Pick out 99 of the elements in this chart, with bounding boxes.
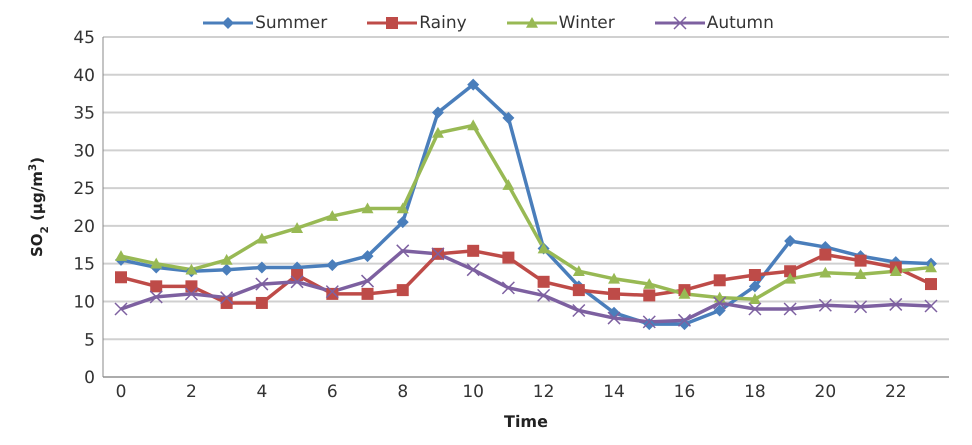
point bbox=[784, 265, 796, 278]
point bbox=[467, 78, 480, 91]
point bbox=[360, 274, 374, 288]
point bbox=[150, 258, 162, 268]
point bbox=[502, 112, 514, 124]
y-tick-label: 30 bbox=[73, 141, 95, 162]
x-tick-label: 14 bbox=[603, 382, 625, 402]
y-tick-label: 40 bbox=[73, 66, 95, 86]
point bbox=[572, 304, 586, 318]
x-tick-label: 10 bbox=[462, 382, 484, 402]
point bbox=[362, 288, 374, 300]
point bbox=[854, 254, 867, 267]
point bbox=[396, 202, 409, 214]
x-tick-label: 18 bbox=[744, 382, 766, 402]
point bbox=[220, 254, 233, 265]
x-axis-title: Time bbox=[504, 412, 548, 431]
point bbox=[748, 269, 761, 281]
point bbox=[362, 250, 374, 262]
point bbox=[748, 302, 762, 316]
point bbox=[642, 315, 656, 329]
point bbox=[502, 252, 514, 264]
point bbox=[220, 264, 233, 276]
point bbox=[220, 290, 234, 304]
legend-label: Winter bbox=[558, 13, 615, 33]
point bbox=[290, 275, 304, 289]
point bbox=[784, 272, 796, 284]
point bbox=[678, 288, 690, 299]
point bbox=[784, 235, 796, 247]
point bbox=[466, 262, 480, 276]
x-tick-label: 22 bbox=[884, 382, 907, 402]
point bbox=[467, 244, 480, 257]
point bbox=[502, 281, 516, 295]
point bbox=[150, 280, 162, 292]
point bbox=[432, 106, 444, 119]
point bbox=[712, 296, 726, 310]
legend-label: Autumn bbox=[706, 13, 774, 33]
point bbox=[714, 304, 726, 317]
point bbox=[925, 261, 937, 272]
point bbox=[396, 284, 409, 296]
point bbox=[608, 288, 620, 300]
x-tick-label: 12 bbox=[532, 382, 554, 402]
point bbox=[255, 277, 269, 291]
x-tick-label: 2 bbox=[186, 382, 197, 402]
y-tick-label: 45 bbox=[73, 28, 95, 48]
point bbox=[818, 298, 832, 312]
legend-label: Summer bbox=[255, 13, 328, 33]
point bbox=[748, 293, 761, 304]
point bbox=[184, 287, 198, 301]
x-tick-label: 16 bbox=[674, 382, 696, 402]
point bbox=[819, 266, 832, 278]
point bbox=[924, 299, 938, 313]
point bbox=[678, 314, 692, 328]
point bbox=[538, 276, 550, 288]
point bbox=[256, 261, 268, 274]
x-tick-label: 4 bbox=[256, 382, 268, 402]
y-tick-label: 20 bbox=[73, 216, 95, 237]
x-tick-label: 0 bbox=[116, 382, 126, 402]
point bbox=[114, 302, 128, 316]
legend-label: Rainy bbox=[419, 13, 467, 33]
point bbox=[607, 311, 621, 325]
point bbox=[256, 296, 268, 309]
point bbox=[362, 202, 374, 214]
point bbox=[185, 264, 198, 275]
y-tick-label: 35 bbox=[73, 104, 95, 124]
point bbox=[783, 302, 797, 316]
point bbox=[819, 248, 832, 261]
y-tick-label: 15 bbox=[73, 254, 95, 275]
point bbox=[643, 289, 656, 302]
x-tick-label: 6 bbox=[326, 382, 338, 402]
y-tick-label: 0 bbox=[84, 368, 95, 388]
point bbox=[396, 244, 410, 258]
point bbox=[149, 290, 163, 304]
point bbox=[890, 265, 902, 276]
point bbox=[572, 284, 585, 296]
point bbox=[115, 271, 127, 284]
y-tick-label: 10 bbox=[73, 292, 95, 312]
x-tick-label: 20 bbox=[814, 382, 836, 402]
point bbox=[854, 268, 867, 280]
point bbox=[889, 298, 903, 312]
point bbox=[925, 278, 937, 290]
point bbox=[326, 259, 338, 272]
point bbox=[854, 300, 868, 314]
point bbox=[643, 278, 656, 289]
y-tick-label: 25 bbox=[73, 179, 95, 200]
point bbox=[326, 210, 338, 221]
point bbox=[536, 288, 550, 302]
point bbox=[502, 179, 514, 190]
point bbox=[291, 222, 304, 233]
point bbox=[572, 265, 585, 276]
point bbox=[326, 284, 340, 298]
point bbox=[608, 272, 620, 284]
point bbox=[396, 216, 409, 228]
x-tick-label: 8 bbox=[397, 382, 408, 402]
y-tick-label: 5 bbox=[84, 330, 95, 350]
point bbox=[432, 126, 444, 138]
point bbox=[467, 119, 480, 130]
point bbox=[115, 250, 127, 261]
point bbox=[714, 274, 726, 286]
point bbox=[748, 280, 761, 292]
